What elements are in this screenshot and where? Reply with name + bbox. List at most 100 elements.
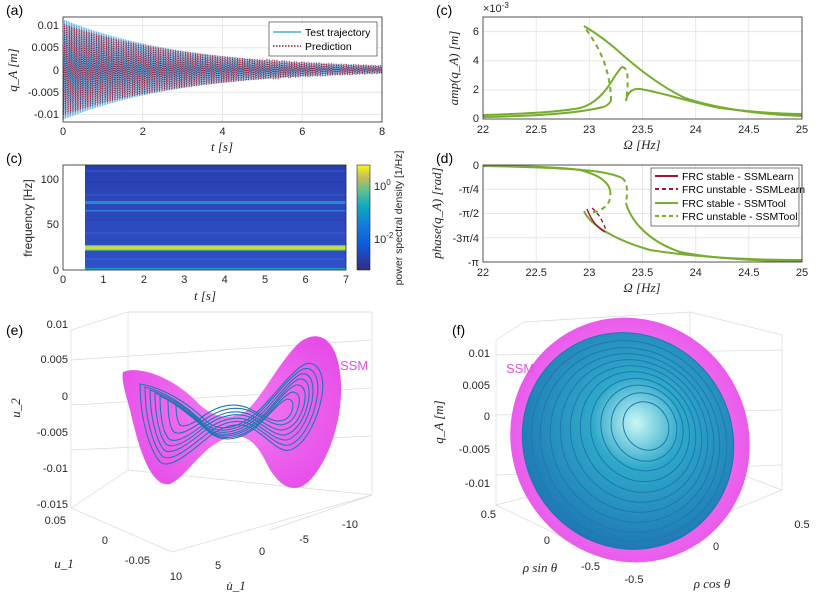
panel-c-texture [85,170,346,260]
panel-f-ssm-annotation: SSM [506,361,534,376]
colorbar-tick-base: 10 [374,181,386,193]
panel-f-rcos-tick: 0 [713,541,719,553]
panel-c-xtick: 0 [60,274,66,286]
panel-b-label: (c) [436,2,452,18]
panel-e-u1-tick: -0.05 [125,555,150,567]
panel-e-u1dot-tick: 10 [170,571,182,583]
panel-d-ssmtool-unstable-upper [621,177,628,204]
panel-d-xlabel: Ω [Hz] [623,280,660,295]
panel-e-zlabel: u_2 [8,398,23,418]
legend-frc-stable-ssmlearn: FRC stable - SSMLearn [682,171,794,183]
legend-frc-unstable-ssmlearn: FRC unstable - SSMLearn [682,184,805,196]
panel-b-frc-lower-unstable [583,25,612,102]
colorbar-tick-base: 10 [374,234,386,246]
panel-d-xtick: 23.5 [632,267,653,279]
panel-e: (e) SSM 0.01 0.005 0 -0.005 -0.01 [6,311,373,593]
panel-f-ztick: -0.01 [465,478,490,490]
panel-f-rsin-tick: -0.5 [581,561,600,573]
panel-a-ylabel: q_A [m] [5,48,20,91]
panel-c-band-23hz-edge [85,249,346,251]
panel-b-ylabel: amp(q_A) [m] [446,31,461,106]
panel-a-xlabel: t [s] [211,139,233,154]
panel-e-u1dot-label: u̇_1 [226,578,246,593]
legend-test-trajectory: Test trajectory [305,27,371,39]
panel-d-ssmtool-stable-lower [483,165,611,191]
panel-a-ytick: 0 [53,65,59,77]
panel-d-xtick: 23 [583,267,595,279]
panel-d-xtick: 24 [690,267,702,279]
panel-f-ztick: 0 [484,411,490,423]
panel-c-heatmap [85,165,346,270]
panel-c-colorbar-tick-bottom: 10-2 [374,231,394,246]
panel-e-u1-tick: 0.05 [45,515,66,527]
panel-b: (c) ×10-3 22 22.5 23 23.5 24 24.5 25 [436,1,808,152]
panel-c-band-46hz [85,210,346,212]
panel-f-rcos-tick: -0.5 [625,574,644,586]
panel-f-ztick: -0.005 [459,444,490,456]
panel-c-xtick: 2 [141,274,147,286]
panel-e-u1dot-tick: 5 [215,560,221,572]
panel-e-ztick: -0.01 [43,463,68,475]
panel-e-u1-tick: 0 [102,535,108,547]
panel-c-colorbar [356,164,371,271]
legend-prediction: Prediction [305,41,352,53]
panel-b-frc-lower-stable [483,100,612,118]
panel-e-ztick: 0 [62,391,68,403]
panel-d-ytick: -3π/4 [452,233,479,245]
panel-d-ssmtool-unstable-lower [589,189,612,214]
panel-a-xtick: 2 [140,126,146,138]
panel-b-frc-upper-unstable [621,66,629,102]
panel-c-xtick: 5 [262,274,268,286]
panel-f: (f) SSM 0.01 0.005 0 [431,311,810,591]
panel-c-label: (c) [6,150,22,166]
panel-d-legend: FRC stable - SSMLearn FRC unstable - SSM… [650,167,805,227]
panel-a-ytick: 0.005 [31,42,59,54]
panel-c-ytick: 50 [47,219,59,231]
panel-e-u1dot-tick: -10 [342,519,358,531]
panel-d: (d) 22 22.5 23 23.5 24 24.5 25 [429,150,808,295]
panel-c-colorbar-label: power spectral density [1/Hz] [393,151,405,286]
panel-f-rcos-tick: 0.5 [794,519,809,531]
panel-a: (a) 0 2 4 6 8 0.01 0.005 0 -0.005 -0.01 … [5,2,385,154]
panel-e-label: (e) [6,322,23,338]
panel-a-ytick: 0.01 [38,20,59,32]
panel-d-xtick: 22 [477,267,489,279]
panel-a-prediction-line [63,24,382,116]
panel-b-frc-upper-stable [483,66,623,116]
panel-c-ylabel: frequency [Hz] [21,179,35,256]
panel-c-xtick: 7 [343,274,349,286]
panel-c-xtick: 3 [181,274,187,286]
panel-d-ytick: -π/4 [459,184,479,196]
panel-f-label: (f) [452,322,465,338]
panel-e-trajectory [139,362,324,465]
panel-b-exponent: ×10-3 [483,1,509,15]
panel-d-ssmlearn-unstable [591,207,607,231]
panel-c-band-69hz [85,201,346,204]
panel-a-xtick: 0 [60,126,66,138]
panel-b-exponent-base: ×10 [483,3,502,15]
panel-a-xtick: 4 [219,126,225,138]
panel-a-xtick: 8 [379,126,385,138]
panel-c-xlabel: t [s] [194,288,216,303]
panel-b-ytick: 0 [473,113,479,125]
panel-a-label: (a) [6,2,23,18]
panel-e-ztick: 0.01 [47,319,68,331]
panel-b-ytick: 4 [473,55,479,67]
panel-b-axes-box [482,16,803,120]
panel-c-xtick: 4 [222,274,228,286]
panel-b-xtick: 24 [690,124,702,136]
panel-d-ytick: 0 [473,160,479,172]
panel-d-xtick: 24.5 [738,267,759,279]
panel-c-colorbar-tick-top: 100 [374,178,391,193]
panel-b-xtick: 24.5 [738,124,759,136]
panel-f-zlabel: q_A [m] [431,400,446,443]
panel-c-axes-box [62,164,347,271]
panel-d-ylabel: phase(q_A) [rad] [429,167,444,259]
colorbar-tick-power: 0 [386,178,391,187]
panel-f-ztick: 0.005 [462,380,490,392]
panel-c-band-23hz [85,246,346,250]
panel-e-u1dot-tick: -5 [299,534,309,546]
panel-b-frc-upper-return [625,87,802,115]
panel-b-grid [483,17,802,119]
